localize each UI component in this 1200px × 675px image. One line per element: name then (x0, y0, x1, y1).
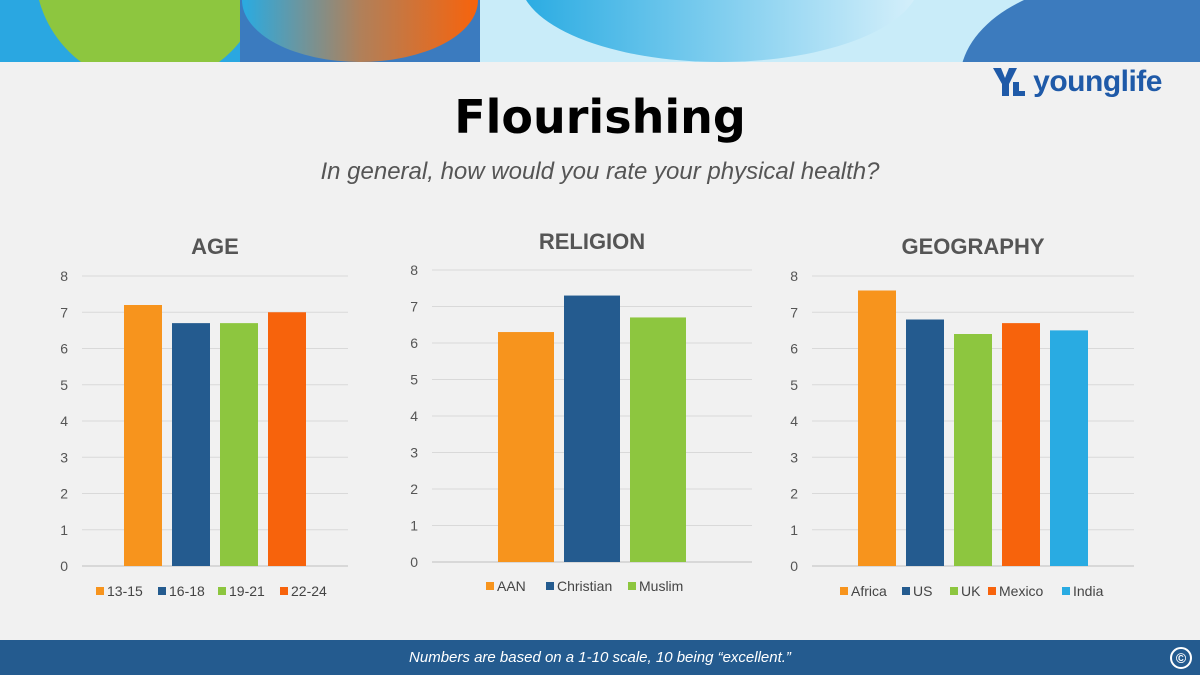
legend-label: India (1073, 583, 1104, 599)
legend-swatch (96, 587, 104, 595)
bar-mexico (1002, 323, 1040, 566)
legend-label: US (913, 583, 932, 599)
bar-16-18 (172, 323, 210, 566)
bar-christian (564, 295, 620, 562)
y-tick-label: 1 (410, 518, 418, 534)
legend-label: AAN (497, 578, 526, 594)
legend-swatch (486, 582, 494, 590)
bar-aan (498, 332, 554, 562)
legend-swatch (546, 582, 554, 590)
y-tick-label: 5 (790, 377, 798, 393)
legend-label: Muslim (639, 578, 683, 594)
y-tick-label: 3 (790, 449, 798, 465)
bar-22-24 (268, 312, 306, 566)
legend-label: 16-18 (169, 583, 205, 599)
y-tick-label: 3 (410, 445, 418, 461)
y-tick-label: 4 (60, 413, 68, 429)
legend-label: 13-15 (107, 583, 143, 599)
banner-light-circle (526, 0, 914, 62)
legend-label: Christian (557, 578, 612, 594)
bar-muslim (630, 317, 686, 562)
bar-uk (954, 334, 992, 566)
bar-africa (858, 290, 896, 566)
y-tick-label: 2 (410, 481, 418, 497)
legend-swatch (218, 587, 226, 595)
legend-label: Africa (851, 583, 887, 599)
y-tick-label: 1 (790, 522, 798, 538)
y-tick-label: 8 (410, 262, 418, 278)
bar-india (1050, 330, 1088, 566)
legend-swatch (280, 587, 288, 595)
bar-19-21 (220, 323, 258, 566)
footer-bar: Numbers are based on a 1-10 scale, 10 be… (0, 640, 1200, 675)
younglife-mark-icon (993, 68, 1026, 96)
legend-label: Mexico (999, 583, 1044, 599)
y-tick-label: 7 (60, 304, 68, 320)
y-tick-label: 4 (790, 413, 798, 429)
legend-swatch (158, 587, 166, 595)
y-tick-label: 1 (60, 522, 68, 538)
y-tick-label: 7 (410, 299, 418, 315)
y-tick-label: 2 (790, 486, 798, 502)
y-tick-label: 0 (60, 558, 68, 574)
legend-swatch (840, 587, 848, 595)
legend-swatch (1062, 587, 1070, 595)
banner-gradient-circle (242, 0, 478, 62)
chart-title: AGE (191, 234, 239, 259)
y-tick-label: 6 (790, 341, 798, 357)
charts-canvas: AGE 0 1 2 3 4 5 6 7 8 13-15 16-18 19-21 22-24 RELIGION… (60, 229, 1134, 599)
page-title: Flourishing (454, 90, 746, 144)
y-tick-label: 0 (790, 558, 798, 574)
y-tick-label: 2 (60, 486, 68, 502)
y-tick-label: 8 (60, 268, 68, 284)
y-tick-label: 8 (790, 268, 798, 284)
legend-swatch (902, 587, 910, 595)
y-tick-label: 0 (410, 554, 418, 570)
bar-us (906, 319, 944, 566)
copyright-icon: © (1170, 647, 1192, 669)
page-subtitle: In general, how would you rate your phys… (320, 158, 880, 185)
y-tick-label: 6 (410, 335, 418, 351)
banner-green-circle (38, 0, 262, 62)
bar-13-15 (124, 305, 162, 566)
y-tick-label: 4 (410, 408, 418, 424)
younglife-logo: younglife (991, 64, 1162, 100)
banner-blue-circle (962, 0, 1200, 62)
y-tick-label: 3 (60, 449, 68, 465)
y-tick-label: 6 (60, 341, 68, 357)
y-tick-label: 5 (410, 372, 418, 388)
legend-swatch (988, 587, 996, 595)
legend-label: 19-21 (229, 583, 265, 599)
legend-swatch (628, 582, 636, 590)
y-tick-label: 7 (790, 304, 798, 320)
legend-label: 22-24 (291, 583, 327, 599)
legend-label: UK (961, 583, 981, 599)
footer-note: Numbers are based on a 1-10 scale, 10 be… (409, 649, 791, 666)
header-banner (0, 0, 1200, 62)
chart-title: GEOGRAPHY (901, 234, 1044, 259)
y-tick-label: 5 (60, 377, 68, 393)
logo-text: younglife (1033, 65, 1162, 98)
chart-title: RELIGION (539, 229, 645, 254)
legend-swatch (950, 587, 958, 595)
